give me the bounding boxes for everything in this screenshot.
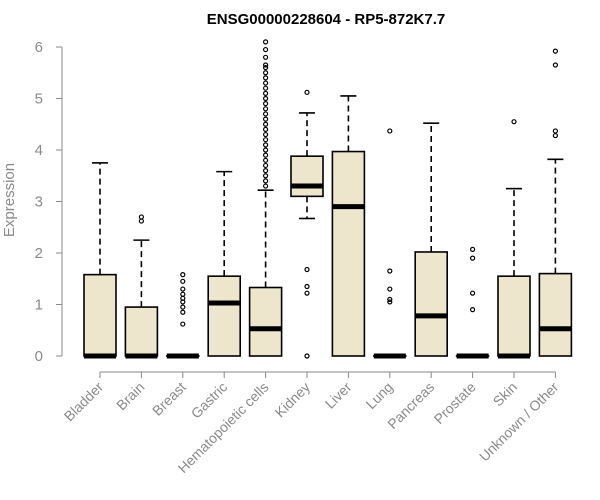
outlier-point xyxy=(470,307,476,313)
y-tick-label: 3 xyxy=(35,194,43,211)
outlier-point xyxy=(387,299,393,305)
x-tick-label: Brain xyxy=(113,379,147,413)
outlier-point xyxy=(263,126,269,132)
outlier-point xyxy=(511,119,517,125)
outlier-point xyxy=(263,157,269,163)
outlier-point xyxy=(263,95,269,102)
box-lung xyxy=(372,128,407,359)
outlier-point xyxy=(138,218,144,224)
box-kidney xyxy=(290,89,324,359)
y-tick-label: 0 xyxy=(35,348,43,365)
box-iqr xyxy=(83,273,117,357)
outlier-point xyxy=(263,178,269,184)
box-gastric xyxy=(207,170,241,357)
outlier-point xyxy=(263,46,269,53)
outlier-point xyxy=(180,272,186,278)
box-skin xyxy=(497,119,531,359)
x-tick-label: Skin xyxy=(490,379,521,410)
outlier-point xyxy=(263,85,269,91)
outlier-point xyxy=(180,304,186,310)
outlier-point xyxy=(263,70,269,76)
outlier-point xyxy=(552,132,559,139)
box-iqr xyxy=(538,272,573,357)
outlier-point xyxy=(470,255,476,261)
outlier-point xyxy=(263,142,269,148)
outlier-point xyxy=(180,291,186,297)
outlier-point xyxy=(180,286,186,292)
y-tick-label: 2 xyxy=(35,245,43,262)
box-bladder xyxy=(83,162,117,359)
y-axis-label: Expression xyxy=(1,163,18,237)
outlier-point xyxy=(263,101,269,107)
outlier-point xyxy=(552,128,559,134)
x-tick-label: Prostate xyxy=(431,379,479,427)
chart-title: ENSG00000228604 - RP5-872K7.7 xyxy=(207,11,446,28)
box-iqr xyxy=(497,275,531,357)
outlier-point xyxy=(304,353,310,359)
box-prostate xyxy=(455,246,490,359)
y-tick-label: 1 xyxy=(35,297,43,314)
x-tick-label: Unknown / Other xyxy=(476,379,562,465)
box-brain xyxy=(124,214,159,359)
boxes-group xyxy=(83,39,573,359)
outlier-point xyxy=(263,162,269,169)
y-tick-label: 4 xyxy=(35,142,43,159)
outlier-point xyxy=(263,147,269,153)
x-tick-label: Liver xyxy=(322,379,355,412)
y-tick-label: 6 xyxy=(35,39,43,56)
outlier-point xyxy=(263,39,269,45)
box-liver xyxy=(331,95,366,357)
outlier-point xyxy=(387,268,393,274)
box-iqr xyxy=(290,155,324,198)
outlier-point xyxy=(180,321,186,327)
outlier-point xyxy=(304,89,310,95)
x-tick-label: Kidney xyxy=(272,379,314,421)
x-tick-label: Lung xyxy=(363,379,396,412)
box-iqr xyxy=(414,251,449,357)
outlier-point xyxy=(263,131,269,138)
box-hematopoietic-cells xyxy=(248,39,283,357)
box-iqr xyxy=(331,150,366,357)
outlier-point xyxy=(138,214,144,220)
outlier-point xyxy=(263,75,269,81)
outlier-point xyxy=(263,183,269,189)
outlier-point xyxy=(263,152,269,158)
x-tick-label: Bladder xyxy=(61,379,107,425)
box-pancreas xyxy=(414,122,449,357)
box-breast xyxy=(166,272,200,359)
outlier-point xyxy=(387,286,393,292)
outlier-point xyxy=(263,121,269,127)
outlier-point xyxy=(387,296,393,302)
outlier-point xyxy=(263,54,269,60)
outlier-point xyxy=(304,266,310,273)
box-iqr xyxy=(124,306,159,357)
x-tick-label: Breast xyxy=(149,379,189,419)
y-axis: 0 1 2 3 4 5 6 xyxy=(35,39,63,365)
box-unknown-other xyxy=(538,48,573,357)
outlier-point xyxy=(263,90,269,96)
outlier-point xyxy=(470,246,476,252)
outlier-point xyxy=(263,173,269,179)
outlier-point xyxy=(263,106,269,112)
outlier-point xyxy=(387,128,393,134)
outlier-point xyxy=(180,278,186,284)
outlier-point xyxy=(263,137,269,143)
outlier-point xyxy=(263,64,269,71)
outlier-point xyxy=(304,290,310,296)
outlier-point xyxy=(263,80,269,86)
box-iqr xyxy=(248,286,283,357)
outlier-point xyxy=(304,283,310,290)
outlier-point xyxy=(552,62,559,68)
outlier-point xyxy=(180,309,186,315)
outlier-point xyxy=(263,111,269,117)
box-iqr xyxy=(207,275,241,357)
outlier-point xyxy=(263,116,269,122)
outlier-point xyxy=(470,290,476,296)
outlier-point xyxy=(263,62,269,68)
outlier-point xyxy=(552,48,559,54)
y-tick-label: 5 xyxy=(35,91,43,108)
outlier-point xyxy=(263,168,269,174)
